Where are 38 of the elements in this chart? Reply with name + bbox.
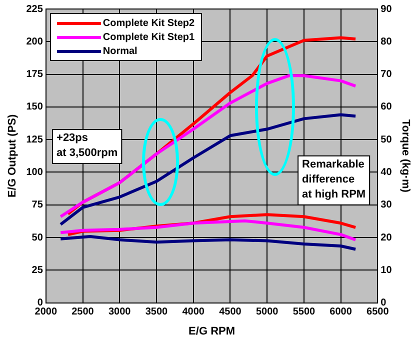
- y2-tick-label: 90: [380, 4, 392, 15]
- x-tick-label: 3000: [108, 306, 132, 318]
- y2-tick-label: 0: [380, 298, 387, 309]
- x-tick-label: 4500: [219, 306, 242, 318]
- y2-tick-label: 80: [380, 36, 392, 48]
- y-axis-title: E/G Output (PS): [6, 114, 19, 198]
- y-tick-label: 0: [37, 298, 44, 309]
- y2-tick-label: 50: [380, 134, 392, 146]
- x-tick-label: 5000: [256, 306, 279, 318]
- x-axis-title: E/G RPM: [188, 325, 236, 338]
- y-tick-label: 100: [26, 166, 44, 178]
- y2-axis-title: Torque (kg·m): [399, 119, 412, 193]
- x-tick-label: 2000: [34, 306, 58, 318]
- legend-label: Normal: [102, 44, 138, 58]
- y-tick-label: 200: [26, 36, 44, 48]
- y-tick-label: 50: [32, 232, 44, 244]
- x-tick-label: 4000: [182, 306, 205, 318]
- x-tick-label: 3500: [145, 306, 168, 318]
- y-tick-label: 175: [26, 69, 44, 80]
- y2-tick-label: 70: [380, 69, 392, 80]
- y-tick-label: 75: [32, 200, 44, 211]
- x-tick-label: 5500: [292, 306, 316, 318]
- y-tick-label: 150: [26, 102, 44, 113]
- y2-tick-label: 60: [380, 102, 392, 113]
- y-tick-label: 225: [26, 4, 44, 15]
- x-tick-label: 6000: [330, 306, 352, 318]
- x-tick-label: 6500: [366, 306, 390, 318]
- y-tick-label: 125: [26, 134, 44, 146]
- y-tick-label: 25: [32, 264, 44, 276]
- annotation: Remarkable difference at high RPM: [302, 158, 366, 200]
- x-tick-label: 2500: [72, 306, 94, 318]
- y2-tick-label: 30: [380, 200, 392, 211]
- legend-label: Complete Kit Step1: [102, 30, 195, 44]
- y2-tick-label: 40: [380, 166, 392, 178]
- y2-tick-label: 10: [380, 264, 392, 276]
- y2-tick-label: 20: [380, 232, 392, 244]
- annotation: +23ps at 3,500rpm: [56, 132, 118, 159]
- legend-label: Complete Kit Step2: [102, 16, 195, 30]
